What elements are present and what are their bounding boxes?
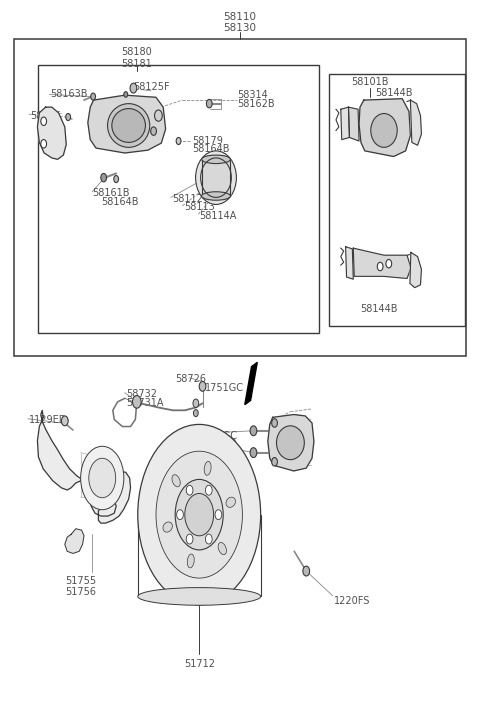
Text: 58162B: 58162B bbox=[238, 99, 275, 109]
Text: 1751GC: 1751GC bbox=[205, 383, 244, 393]
Circle shape bbox=[272, 419, 277, 427]
Polygon shape bbox=[346, 247, 353, 279]
Ellipse shape bbox=[371, 114, 397, 147]
Bar bbox=[14, 39, 466, 356]
Circle shape bbox=[186, 534, 193, 544]
Circle shape bbox=[138, 424, 261, 605]
Circle shape bbox=[272, 458, 277, 466]
Text: 58125: 58125 bbox=[30, 111, 61, 121]
Circle shape bbox=[303, 566, 310, 576]
Text: 58732: 58732 bbox=[126, 389, 157, 399]
Circle shape bbox=[66, 114, 71, 121]
Circle shape bbox=[156, 451, 242, 578]
Circle shape bbox=[61, 416, 68, 426]
Circle shape bbox=[41, 140, 47, 148]
Bar bbox=[329, 74, 465, 326]
Text: 58726: 58726 bbox=[176, 374, 206, 384]
Text: 58144B: 58144B bbox=[360, 304, 398, 314]
Circle shape bbox=[175, 479, 223, 550]
Ellipse shape bbox=[204, 461, 211, 475]
Ellipse shape bbox=[202, 192, 230, 200]
Polygon shape bbox=[348, 107, 359, 141]
Circle shape bbox=[250, 448, 257, 458]
Ellipse shape bbox=[226, 497, 236, 508]
Text: 58151B: 58151B bbox=[199, 439, 237, 449]
Circle shape bbox=[176, 137, 181, 145]
Circle shape bbox=[386, 259, 392, 268]
Circle shape bbox=[193, 399, 199, 407]
Text: 58144B: 58144B bbox=[375, 88, 412, 98]
Ellipse shape bbox=[138, 587, 261, 605]
Circle shape bbox=[41, 117, 47, 125]
Circle shape bbox=[114, 176, 119, 183]
Text: 1360GJ: 1360GJ bbox=[275, 417, 310, 427]
Polygon shape bbox=[341, 107, 349, 140]
Text: 58179: 58179 bbox=[192, 136, 223, 146]
Text: 58180
58181: 58180 58181 bbox=[121, 47, 152, 68]
Circle shape bbox=[199, 381, 206, 391]
Circle shape bbox=[377, 262, 383, 271]
Circle shape bbox=[185, 493, 214, 536]
Ellipse shape bbox=[112, 109, 145, 142]
Ellipse shape bbox=[172, 474, 180, 487]
Circle shape bbox=[81, 446, 124, 510]
Text: 58163B: 58163B bbox=[50, 90, 88, 99]
Circle shape bbox=[186, 485, 193, 495]
Ellipse shape bbox=[108, 104, 150, 147]
Text: 1129ED: 1129ED bbox=[29, 415, 67, 425]
Polygon shape bbox=[65, 529, 84, 553]
Text: 58161B: 58161B bbox=[93, 188, 130, 198]
Text: 58110
58130: 58110 58130 bbox=[224, 12, 256, 33]
Ellipse shape bbox=[187, 554, 194, 568]
Text: 58114A: 58114A bbox=[199, 211, 237, 221]
Polygon shape bbox=[37, 410, 131, 523]
Polygon shape bbox=[268, 415, 314, 471]
Circle shape bbox=[215, 510, 222, 520]
Circle shape bbox=[151, 127, 156, 135]
Circle shape bbox=[177, 510, 183, 520]
Text: 51712: 51712 bbox=[184, 659, 215, 669]
Text: 58731A: 58731A bbox=[126, 398, 163, 407]
Circle shape bbox=[101, 173, 107, 182]
Text: 58112: 58112 bbox=[172, 194, 203, 204]
Polygon shape bbox=[37, 107, 66, 159]
Text: 1220FS: 1220FS bbox=[334, 596, 370, 606]
Circle shape bbox=[206, 99, 212, 108]
Ellipse shape bbox=[218, 542, 227, 555]
Circle shape bbox=[193, 410, 198, 417]
Text: 58314: 58314 bbox=[238, 90, 268, 100]
Circle shape bbox=[205, 534, 212, 544]
Polygon shape bbox=[353, 248, 411, 278]
Text: 58113: 58113 bbox=[184, 202, 215, 212]
Polygon shape bbox=[359, 99, 410, 157]
Polygon shape bbox=[88, 95, 166, 153]
Circle shape bbox=[130, 83, 137, 93]
Circle shape bbox=[250, 426, 257, 436]
Polygon shape bbox=[410, 100, 421, 145]
Ellipse shape bbox=[163, 522, 172, 532]
Text: 58125F: 58125F bbox=[133, 82, 169, 92]
Ellipse shape bbox=[196, 151, 236, 204]
Ellipse shape bbox=[276, 426, 304, 460]
Circle shape bbox=[91, 93, 96, 100]
Polygon shape bbox=[410, 252, 421, 288]
Bar bbox=[38, 65, 319, 333]
Ellipse shape bbox=[202, 155, 230, 164]
Polygon shape bbox=[245, 362, 257, 405]
Text: 58164B: 58164B bbox=[192, 145, 229, 154]
Text: 58164B: 58164B bbox=[101, 197, 138, 207]
Text: 58101B: 58101B bbox=[351, 78, 388, 87]
Circle shape bbox=[155, 110, 162, 121]
Text: 51755
51756: 51755 51756 bbox=[65, 576, 96, 597]
Text: 1751GC: 1751GC bbox=[199, 431, 238, 441]
Circle shape bbox=[124, 92, 128, 97]
Circle shape bbox=[132, 396, 141, 408]
Polygon shape bbox=[202, 159, 230, 196]
Circle shape bbox=[89, 458, 116, 498]
Circle shape bbox=[205, 485, 212, 495]
